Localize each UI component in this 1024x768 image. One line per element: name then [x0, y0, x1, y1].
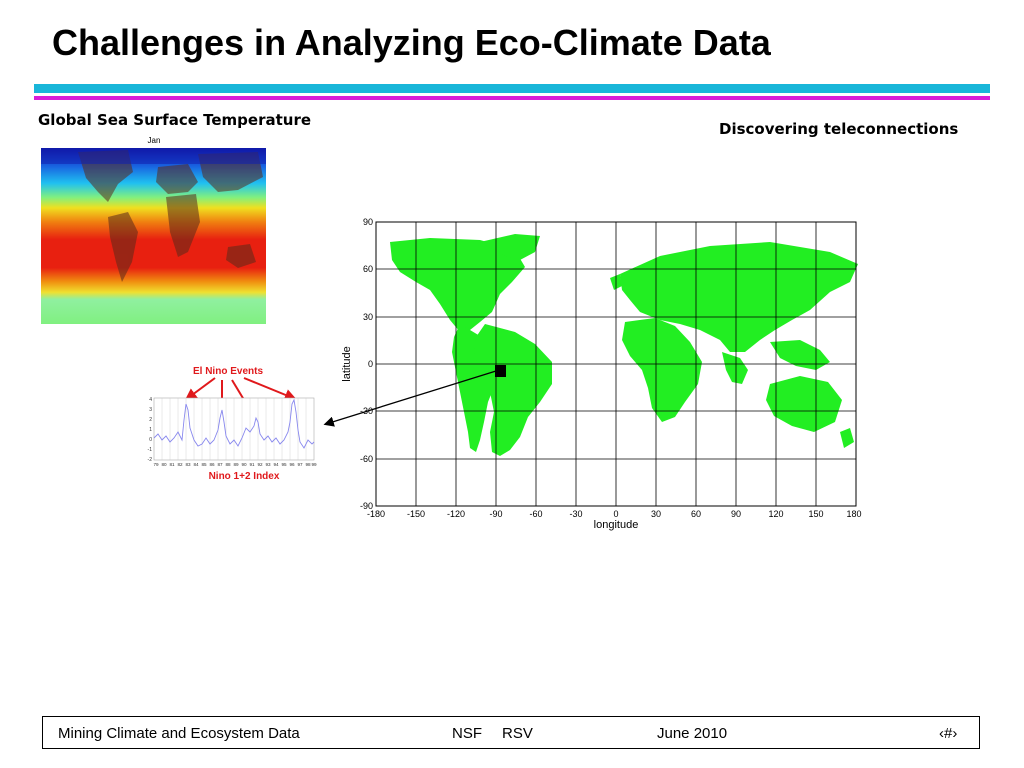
nino-y-tick: 2 [149, 417, 152, 423]
nino-x-tick: 79 [153, 462, 159, 467]
slide-title: Challenges in Analyzing Eco-Climate Data [52, 22, 771, 63]
nino-x-tick: 93 [265, 462, 271, 467]
sst-map: Jan [41, 136, 266, 324]
nino-y-tick: 4 [149, 397, 152, 403]
map-x-tick: -120 [447, 509, 465, 519]
map-x-tick: 180 [846, 509, 861, 519]
map-y-ticks: 90 60 30 0 -30 -60 -90 [360, 217, 373, 511]
nino-region-marker [495, 365, 506, 377]
map-y-tick: 60 [363, 264, 373, 274]
nino-x-tick: 94 [273, 462, 279, 467]
nino-y-tick: 0 [149, 437, 152, 443]
el-nino-arrow-4 [243, 377, 297, 401]
map-x-tick: 90 [731, 509, 741, 519]
nino-x-tick: 97 [297, 462, 303, 467]
nino-x-ticks: 79 80 81 82 83 84 85 86 87 88 89 90 91 9… [153, 462, 317, 467]
world-land [390, 234, 858, 456]
nino-y-tick: 3 [149, 407, 152, 413]
el-nino-events-label: El Nino Events [193, 366, 263, 377]
nino-x-tick: 86 [209, 462, 215, 467]
footer-org: NSF [452, 725, 482, 742]
map-x-tick: 120 [768, 509, 783, 519]
map-x-tick: -60 [529, 509, 542, 519]
nino-index-label: Nino 1+2 Index [209, 471, 280, 482]
footer-date: June 2010 [657, 725, 728, 742]
nino-index-chart: El Nino Events 4 3 2 1 0 -1 -2 79 80 81 … [148, 366, 317, 482]
nino-x-tick: 98 [305, 462, 311, 467]
map-x-tick: 30 [651, 509, 661, 519]
footer-page-number: ‹#› [939, 725, 958, 742]
map-y-tick: -30 [360, 406, 373, 416]
teleconnections-heading: Discovering teleconnections [719, 120, 959, 138]
map-x-tick: 0 [613, 509, 618, 519]
nino-index-line [153, 398, 315, 449]
nino-x-tick: 85 [201, 462, 207, 467]
footer-project: RSV [502, 725, 533, 742]
el-nino-arrow-1 [184, 377, 216, 401]
world-map-figure: 90 60 30 0 -30 -60 -90 -180 -150 -120 -9… [341, 217, 862, 531]
nino-x-tick: 83 [185, 462, 191, 467]
title-rule-magenta [34, 96, 990, 100]
map-x-ticks: -180 -150 -120 -90 -60 -30 0 30 60 90 12… [367, 509, 862, 519]
nino-x-tick: 91 [249, 462, 255, 467]
map-y-tick: -60 [360, 454, 373, 464]
nino-x-tick: 82 [177, 462, 183, 467]
nino-y-ticks: 4 3 2 1 0 -1 -2 [148, 397, 153, 463]
nino-x-tick: 90 [241, 462, 247, 467]
map-y-tick: 90 [363, 217, 373, 227]
map-y-tick: -90 [360, 501, 373, 511]
sst-heading: Global Sea Surface Temperature [38, 111, 312, 129]
nino-x-tick: 87 [217, 462, 223, 467]
nino-x-tick: 81 [169, 462, 175, 467]
nino-y-tick: 1 [149, 427, 152, 433]
nino-x-tick: 95 [281, 462, 287, 467]
nino-chart-frame [153, 397, 315, 461]
map-x-label: longitude [594, 519, 639, 531]
nino-x-tick: 84 [193, 462, 199, 467]
map-y-label: latitude [341, 346, 353, 381]
nino-y-tick: -1 [148, 447, 153, 453]
slide-footer: Mining Climate and Ecosystem Data NSF RS… [42, 716, 980, 749]
map-x-tick: 60 [691, 509, 701, 519]
title-rule-cyan [34, 84, 990, 93]
nino-x-tick: 80 [161, 462, 167, 467]
nino-x-tick: 89 [233, 462, 239, 467]
nino-x-tick: 96 [289, 462, 295, 467]
map-x-tick: -150 [407, 509, 425, 519]
map-x-tick: -30 [569, 509, 582, 519]
nino-x-tick: 99 [311, 462, 317, 467]
nino-x-tick: 92 [257, 462, 263, 467]
footer-course-title: Mining Climate and Ecosystem Data [58, 725, 300, 742]
map-y-tick: 30 [363, 312, 373, 322]
sst-month-label: Jan [148, 136, 161, 145]
nino-y-tick: -2 [148, 457, 153, 463]
map-x-tick: 150 [808, 509, 823, 519]
map-y-tick: 0 [368, 359, 373, 369]
map-x-tick: -180 [367, 509, 385, 519]
nino-x-tick: 88 [225, 462, 231, 467]
map-x-tick: -90 [489, 509, 502, 519]
